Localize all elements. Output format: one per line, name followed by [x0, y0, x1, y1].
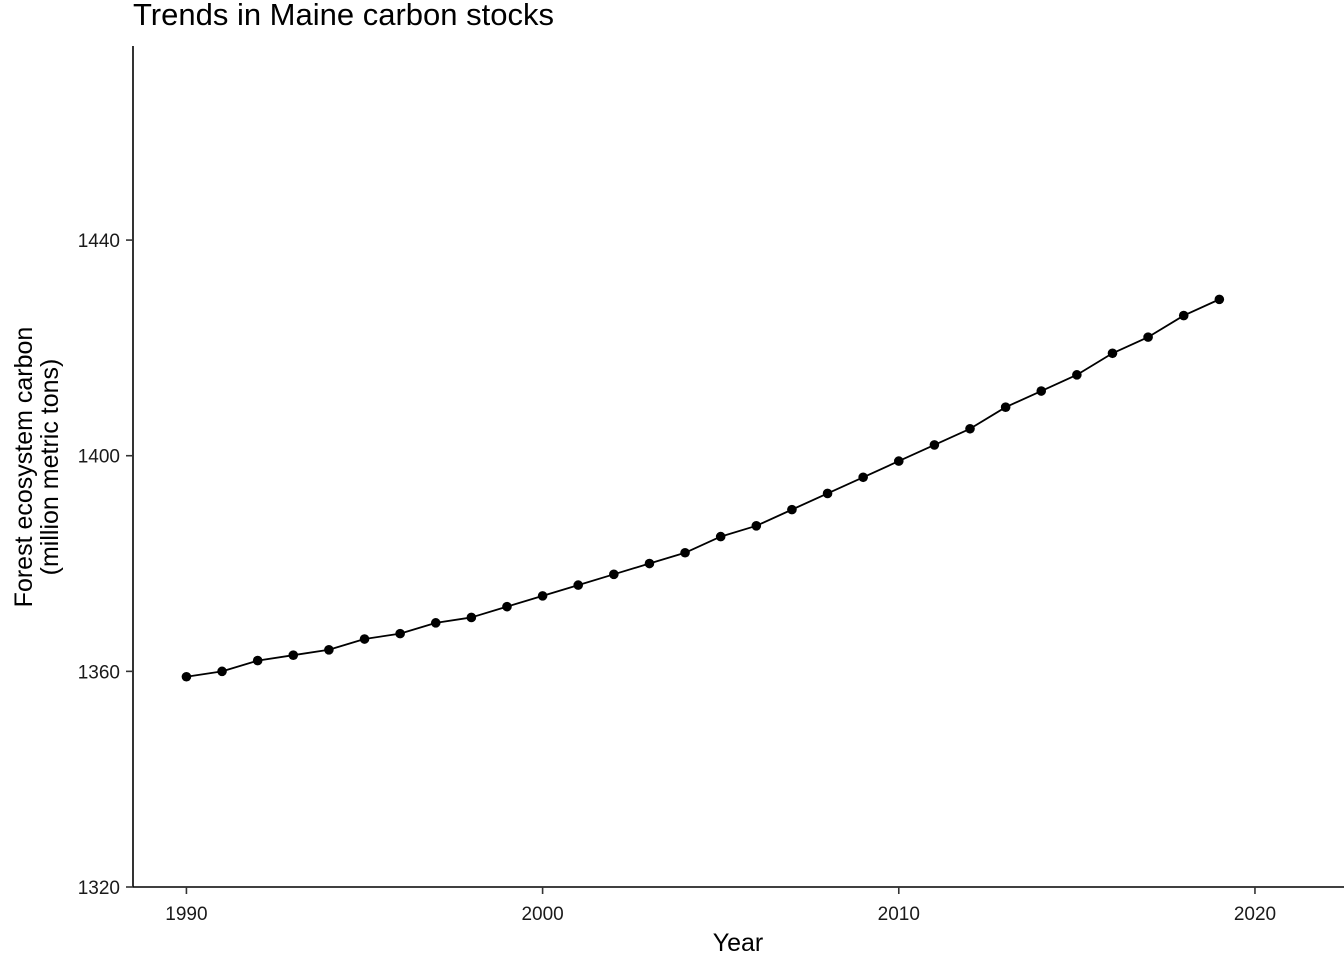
data-point: [573, 580, 584, 590]
data-point: [893, 456, 904, 466]
data-point: [858, 472, 868, 483]
y-axis-ticks: 1320 1360 1400 1440: [78, 231, 133, 899]
data-point: [1036, 386, 1047, 396]
data-point: [680, 547, 690, 558]
data-point: [537, 591, 548, 601]
data-point: [1000, 402, 1011, 412]
data-point: [787, 504, 797, 515]
data-point: [644, 558, 655, 569]
x-axis-ticks: 1990 2000 2010 2020: [165, 887, 1276, 925]
y-tick-label: 1360: [78, 662, 120, 683]
data-point: [1214, 294, 1225, 305]
data-point: [502, 601, 512, 612]
data-point: [181, 671, 192, 682]
data-point: [430, 618, 441, 628]
data-point: [1107, 348, 1118, 359]
y-tick-label: 1440: [78, 231, 120, 252]
data-point: [609, 569, 619, 580]
data-point: [822, 488, 833, 499]
chart-title: Trends in Maine carbon stocks: [133, 0, 554, 32]
x-tick-label: 1990: [165, 904, 207, 925]
data-point: [466, 612, 477, 623]
y-tick-label: 1320: [78, 878, 120, 899]
x-tick-label: 2020: [1234, 904, 1276, 925]
y-axis-title-line-1: Forest ecosystem carbon: [10, 327, 38, 608]
data-point: [252, 655, 263, 666]
data-point: [359, 634, 370, 644]
data-point: [324, 644, 334, 655]
series-layer: [181, 294, 1225, 682]
data-point: [1072, 370, 1082, 380]
data-point: [1143, 332, 1153, 342]
x-tick-label: 2000: [521, 904, 563, 925]
data-point: [751, 521, 762, 531]
data-point: [288, 650, 299, 660]
data-point: [1178, 310, 1189, 321]
data-point: [217, 666, 227, 677]
y-axis-title: Forest ecosystem carbon (million metric …: [10, 327, 64, 608]
y-tick-label: 1400: [78, 447, 120, 468]
x-tick-label: 2010: [878, 904, 920, 925]
data-point: [715, 531, 726, 542]
data-point: [395, 628, 405, 639]
data-point: [929, 440, 940, 450]
data-point: [965, 423, 975, 434]
series-line: [186, 298, 1220, 678]
x-axis-title: Year: [713, 929, 764, 957]
y-axis-title-line-2: (million metric tons): [36, 359, 64, 576]
